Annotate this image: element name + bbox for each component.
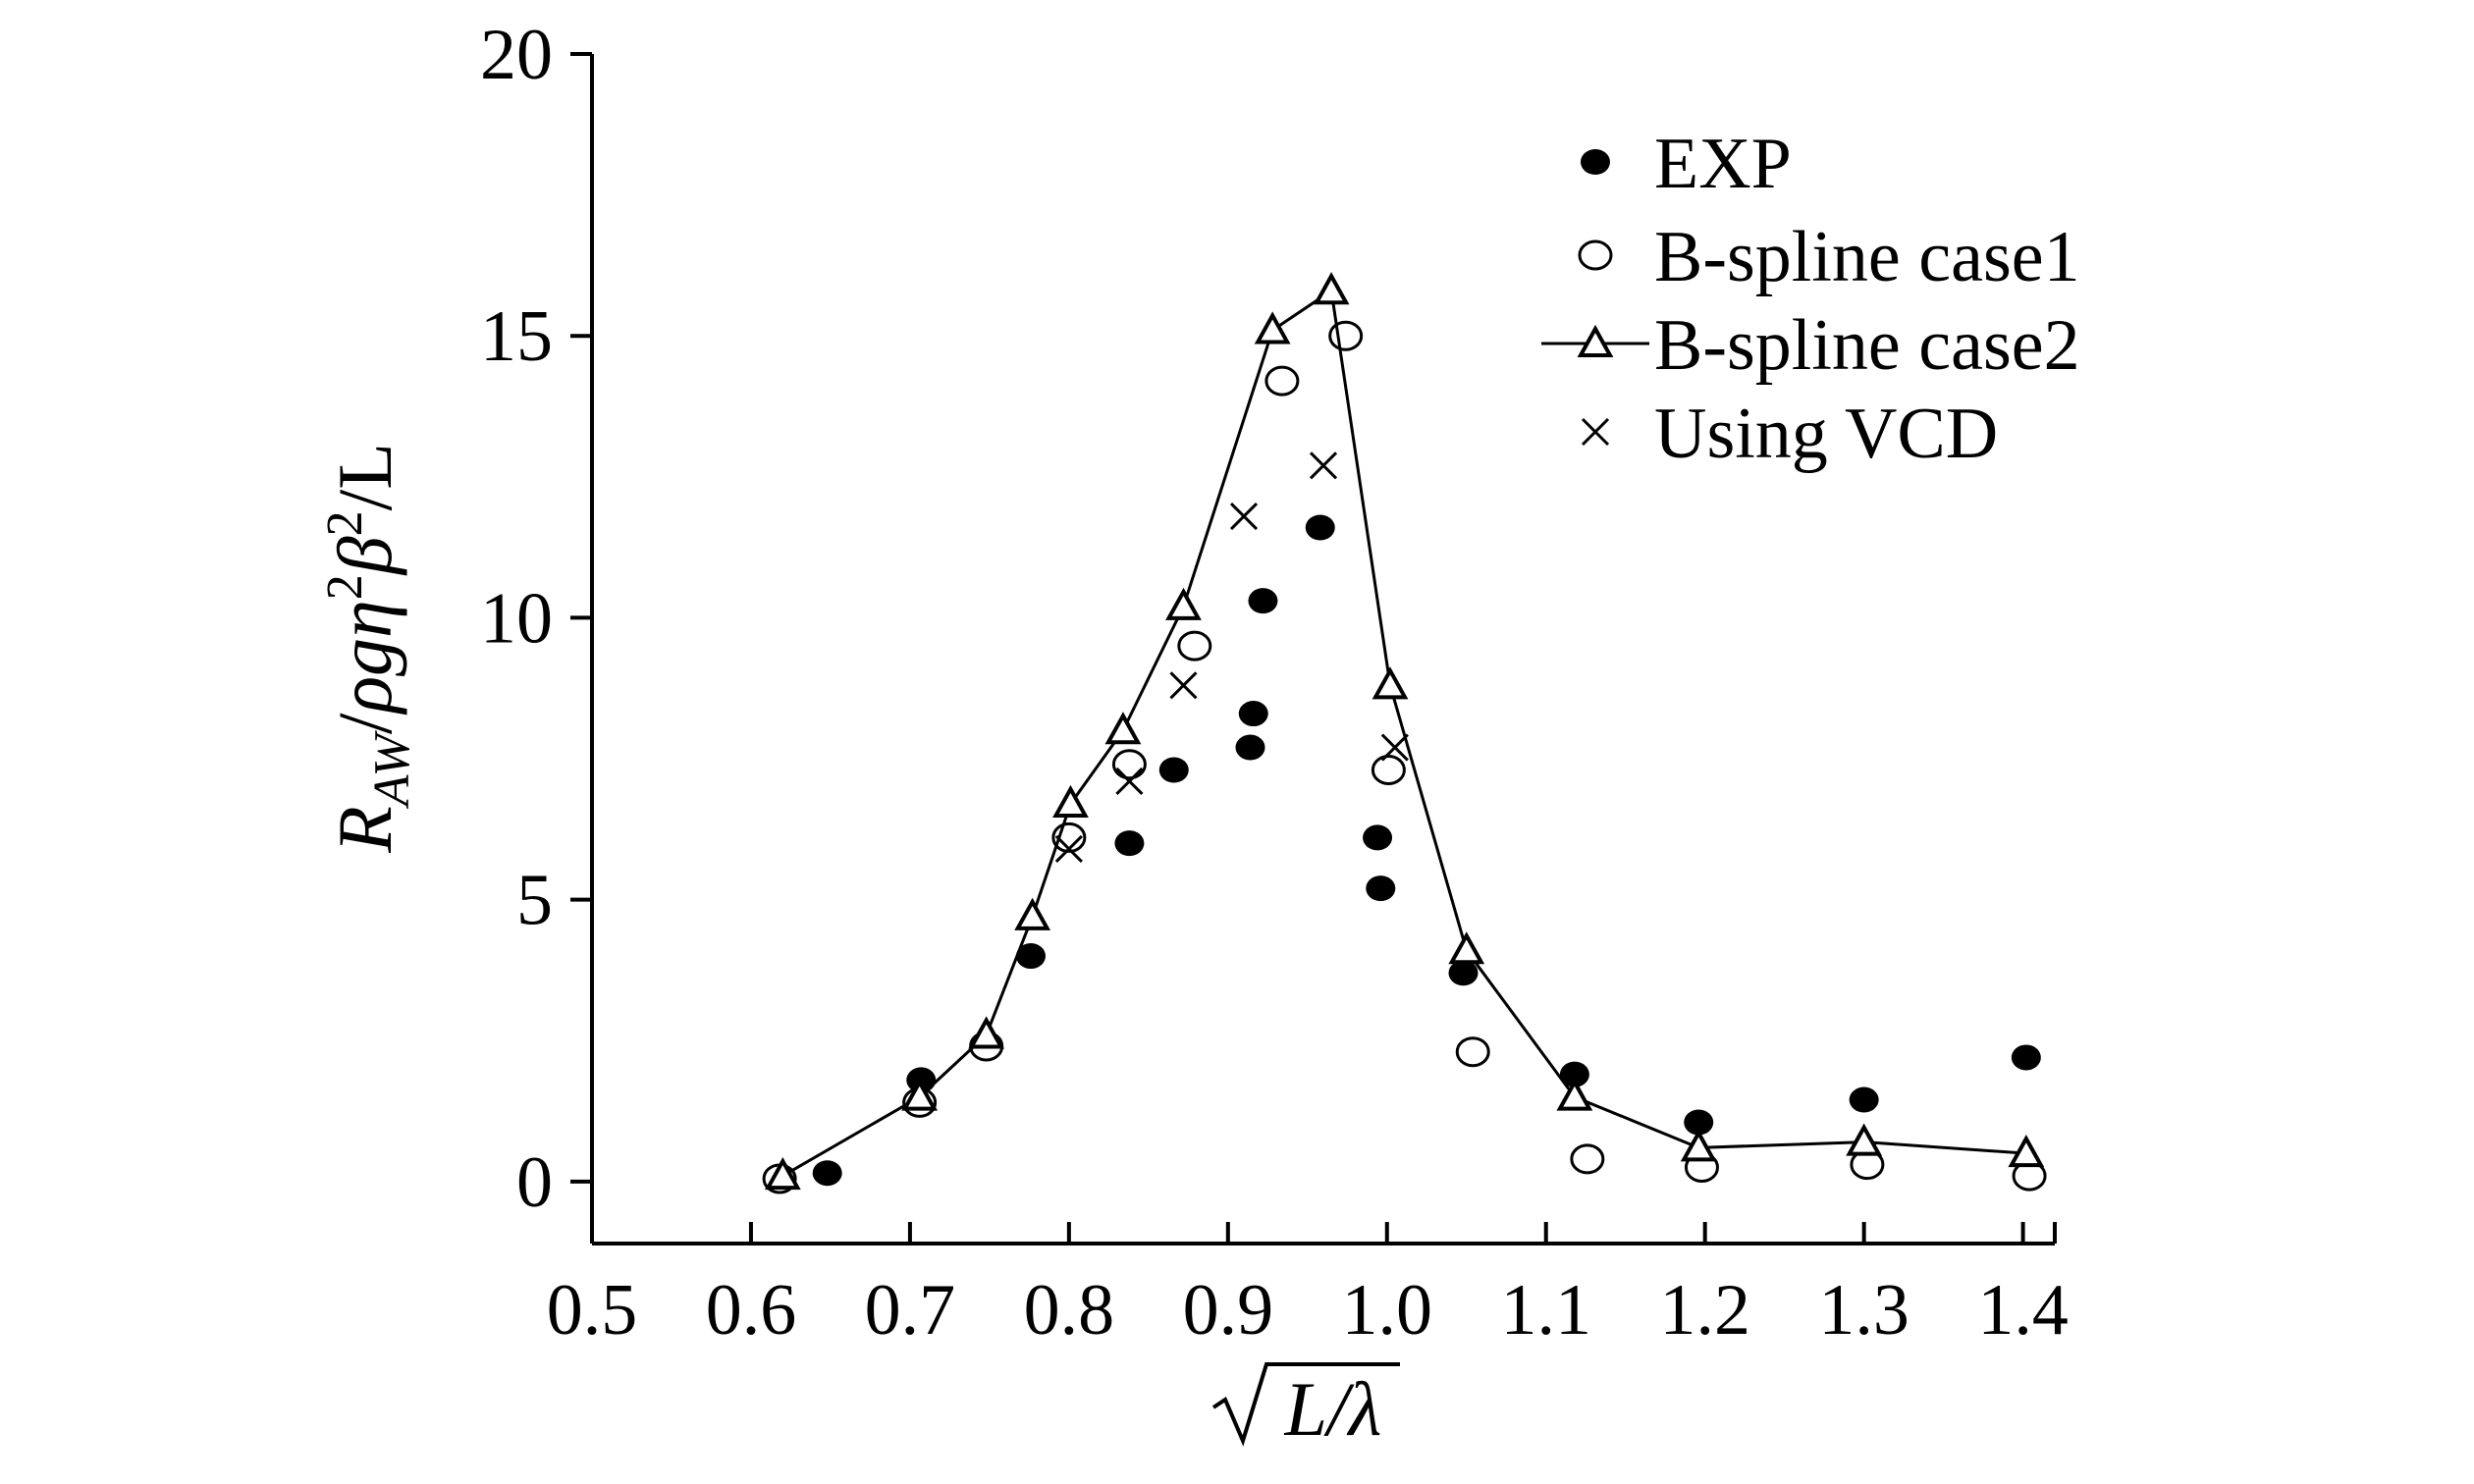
y-tick-label: 10 [480,578,553,659]
x-tick-label: 0.9 [1183,1270,1274,1351]
point-exp [2011,1044,2041,1071]
point-b-spline-case1 [1455,1036,1490,1068]
point-b-spline-case2 [1846,1123,1883,1156]
point-using-vcd [1309,451,1338,480]
x-tick-label: 0.6 [706,1270,797,1351]
x-tick-label: 0.7 [865,1270,956,1351]
point-exp [1238,701,1268,727]
cross-stroke [1054,834,1083,863]
y-axis-title: RAW/ρgη2β2/L [317,443,420,854]
legend-marker-using-vcd [1581,417,1610,447]
point-b-spline-case2 [764,1156,801,1191]
point-b-spline-case2 [1104,712,1142,745]
x-tick-label: 1.1 [1500,1270,1591,1351]
point-exp [1849,1086,1879,1113]
point-b-spline-case2 [968,1016,1005,1049]
cross-stroke [1229,502,1259,531]
point-exp [1235,734,1265,761]
cross-stroke [1581,417,1610,447]
series-exp [812,514,2041,1187]
point-b-spline-case2 [1556,1078,1593,1111]
point-using-vcd [1380,733,1409,762]
y-axis-title-text: RAW/ρgη2β2/L [317,443,420,854]
point-exp [1114,830,1145,857]
point-exp [1248,588,1278,614]
point-using-vcd [1229,502,1259,531]
cross-stroke [1115,767,1144,796]
legend-marker-b-spline-case1 [1578,239,1613,271]
point-b-spline-case2 [2008,1134,2045,1168]
point-exp [906,1067,937,1093]
point-exp [1016,943,1046,970]
legend-label-b-spline-case1: B-spline case1 [1654,217,2080,297]
x-tick-label: 1.3 [1818,1270,1909,1351]
cross-stroke [1169,671,1198,700]
point-exp [1559,1061,1589,1087]
cross-stroke [1309,451,1338,480]
x-axis-title-text: L/λ [1284,1366,1382,1452]
point-b-spline-case1 [1177,630,1212,662]
y-tick-label: 20 [480,15,553,95]
sqrt-symbol [1211,1362,1400,1447]
cross-stroke [1380,733,1409,762]
point-b-spline-case1 [1111,749,1147,780]
point-b-spline-case2 [1448,931,1485,965]
x-tick-label: 0.8 [1024,1270,1115,1351]
x-tick-label: 0.5 [547,1270,638,1351]
series-b-spline-case2 [764,272,2045,1191]
y-tick-label: 0 [516,1142,553,1223]
point-b-spline-case2 [901,1078,939,1111]
point-using-vcd [1054,834,1083,863]
x-tick-label: 1.0 [1342,1270,1433,1351]
x-tick-label: 1.4 [1977,1270,2069,1351]
axes [590,54,2055,1246]
point-exp [812,1160,842,1187]
point-exp [1684,1109,1714,1136]
series-layer [762,272,2047,1194]
point-exp [1366,875,1396,902]
y-tick-label: 15 [480,296,553,377]
point-b-spline-case2 [1254,311,1291,344]
x-tick-label: 1.2 [1659,1270,1750,1351]
point-using-vcd [1115,767,1144,796]
point-b-spline-case2 [1313,272,1350,305]
y-tick-label: 5 [516,861,553,941]
point-exp [1448,960,1479,986]
legend-label-b-spline-case2: B-spline case2 [1654,305,2080,386]
point-exp [1305,514,1335,541]
point-b-spline-case2 [1371,666,1409,700]
point-b-spline-case2 [1165,587,1202,620]
point-exp [1158,757,1189,783]
point-b-spline-case2 [1052,784,1089,818]
legend-marker-b-spline-case2 [1577,324,1614,357]
tick-group: 0 5 10 15 20 0.5 0.6 0.7 0.8 0.9 1.0 1.1 1.2 1.3 1.4 [480,15,2069,1351]
point-b-spline-case1 [1570,1143,1605,1175]
legend-label-exp: EXP [1654,124,1792,204]
point-b-spline-case2 [1014,897,1051,930]
x-axis-title: L/λ [1211,1362,1400,1452]
point-exp [1363,824,1393,851]
point-b-spline-case1 [1371,754,1406,785]
legend-marker-exp [1581,149,1610,175]
point-using-vcd [1169,671,1198,700]
legend-label-using-vcd: Using VCD [1654,394,1998,474]
point-b-spline-case1 [1264,365,1300,397]
point-b-spline-case2 [1680,1129,1717,1162]
point-b-spline-case1 [1328,320,1364,351]
series-using-vcd [1054,451,1409,863]
